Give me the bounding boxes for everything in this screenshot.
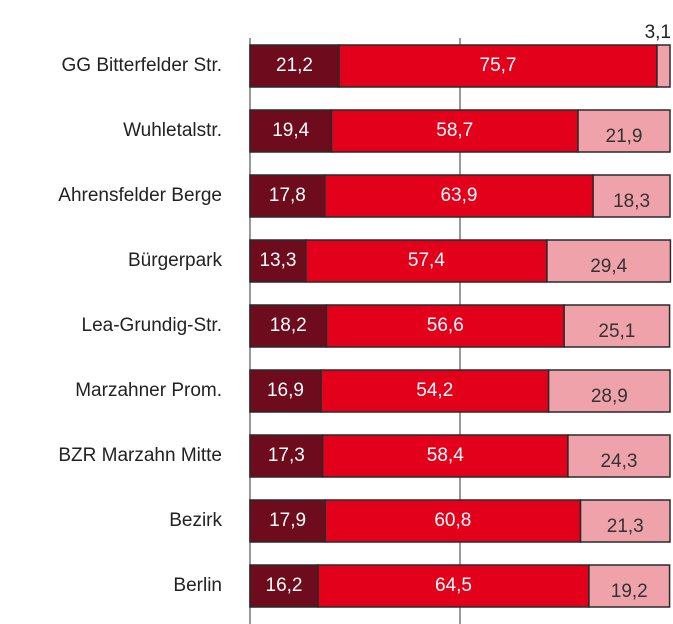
value-label: 29,4 [590, 256, 627, 277]
value-label: 19,4 [272, 120, 309, 141]
bar-segment [249, 304, 328, 348]
bar-segment [338, 44, 658, 88]
value-label: 64,5 [435, 575, 472, 596]
value-label: 24,3 [600, 451, 637, 472]
bar-segment [656, 44, 671, 88]
bar-segment [324, 499, 582, 543]
bar-segment [330, 109, 579, 153]
value-label: 58,4 [427, 445, 464, 466]
bar-segment [588, 564, 671, 608]
value-label: 75,7 [480, 55, 517, 76]
value-label: 54,2 [416, 380, 453, 401]
category-label: Marzahner Prom. [75, 380, 222, 401]
value-label: 28,9 [591, 386, 628, 407]
value-label: 16,2 [266, 575, 303, 596]
bar-segment [563, 304, 671, 348]
value-label: 58,7 [436, 120, 473, 141]
value-label: 18,3 [613, 191, 650, 212]
bar-segment [249, 499, 326, 543]
bar-segment [579, 499, 671, 543]
bar-segment [567, 434, 671, 478]
bar-segment [249, 109, 333, 153]
value-label: 21,9 [606, 126, 643, 147]
value-label: 57,4 [408, 250, 445, 271]
bar-segment [577, 109, 671, 153]
value-label: 18,2 [270, 315, 307, 336]
bar-segment [547, 369, 671, 413]
value-label: 17,3 [268, 445, 305, 466]
value-label: 19,2 [611, 581, 648, 602]
bar-segment [249, 564, 319, 608]
bar-segment [305, 239, 548, 283]
category-label: Berlin [173, 575, 222, 596]
bar-segment [249, 369, 322, 413]
category-label: Bürgerpark [128, 250, 222, 271]
category-label: Lea-Grundig-Str. [82, 315, 222, 336]
category-label: Wuhletalstr. [123, 120, 222, 141]
value-label: 25,1 [598, 321, 635, 342]
value-label: 16,9 [267, 380, 304, 401]
category-label: BZR Marzahn Mitte [58, 445, 222, 466]
value-label: 60,8 [434, 510, 471, 531]
bar-segment [320, 369, 550, 413]
value-label: 56,6 [427, 315, 464, 336]
value-label: 13,3 [259, 250, 296, 271]
value-label: 17,9 [269, 510, 306, 531]
value-label: 63,9 [440, 185, 477, 206]
bar-segment [324, 174, 594, 218]
bar-segment [249, 239, 307, 283]
value-label: 3,1 [645, 22, 671, 43]
bar-segment [592, 174, 671, 218]
category-label: Bezirk [169, 510, 222, 531]
value-label: 21,3 [607, 516, 644, 537]
category-label: GG Bitterfelder Str. [62, 55, 223, 76]
bar-segment [249, 174, 326, 218]
value-label: 17,8 [269, 185, 306, 206]
category-label: Ahrensfelder Berge [58, 185, 222, 206]
bar-segment [546, 239, 672, 283]
value-label: 21,2 [276, 55, 313, 76]
